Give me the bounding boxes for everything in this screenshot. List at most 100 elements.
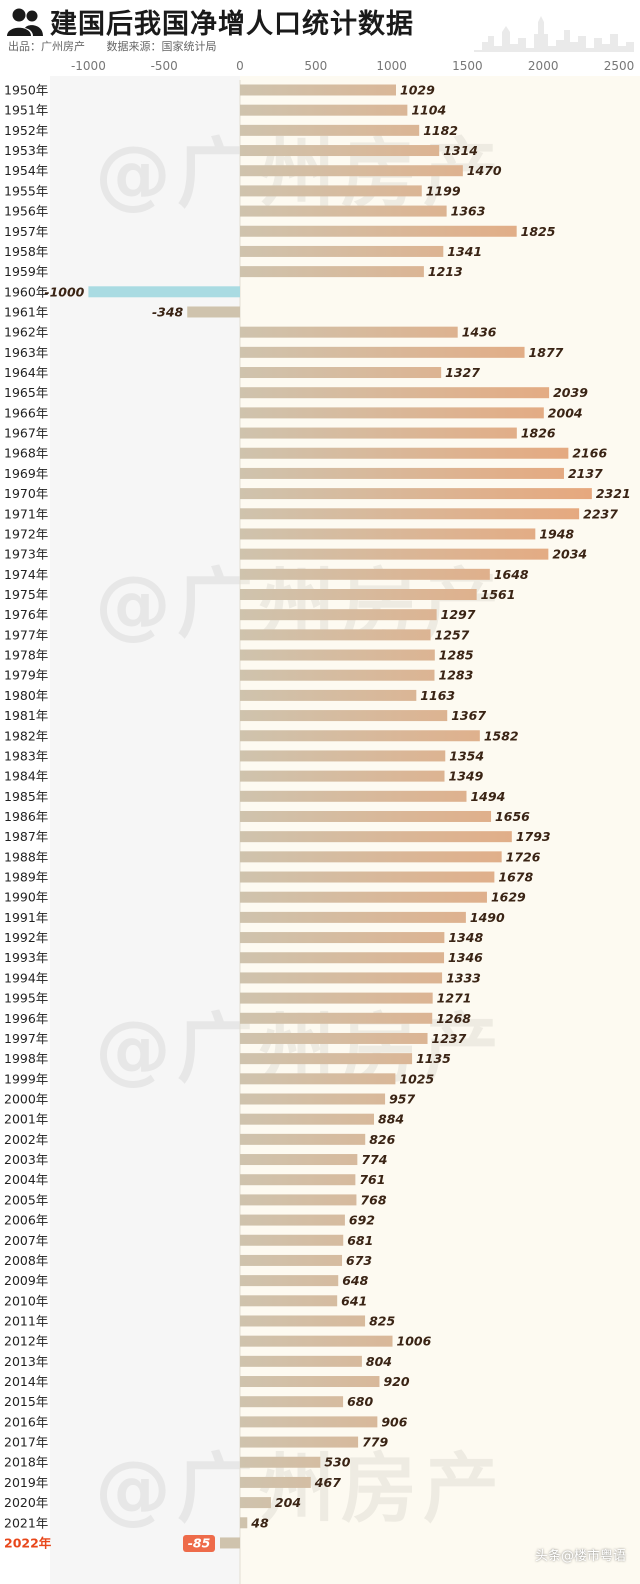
tick-label: -500: [151, 59, 178, 73]
tick-label: 1500: [452, 59, 483, 73]
bar: [240, 407, 544, 419]
value-label: 1257: [435, 627, 470, 642]
city-skyline-icon: [474, 16, 634, 52]
value-label: 648: [342, 1273, 368, 1288]
value-label: -1000: [44, 284, 84, 299]
value-label: 1314: [443, 143, 478, 158]
value-label: 804: [366, 1354, 392, 1369]
year-label: 2022年: [4, 1535, 52, 1550]
bar: [240, 851, 502, 863]
year-label: 2010年: [4, 1293, 48, 1308]
bar: [240, 387, 550, 399]
bar: [240, 145, 440, 157]
bar: [240, 1174, 356, 1186]
bar: [240, 467, 564, 479]
bar: [240, 992, 433, 1004]
year-label: 1972年: [4, 526, 48, 541]
year-label: 1996年: [4, 1011, 48, 1026]
bar: [240, 911, 466, 923]
value-label: 768: [360, 1192, 386, 1207]
bar: [240, 1154, 358, 1166]
year-label: 1998年: [4, 1051, 48, 1066]
value-label: 641: [341, 1293, 367, 1308]
value-label: -85: [188, 1535, 211, 1550]
value-label: 1561: [481, 587, 516, 602]
year-label: 1954年: [4, 163, 48, 178]
bar: [240, 1133, 366, 1145]
bar: [240, 871, 495, 883]
year-label: 1959年: [4, 264, 48, 279]
page-title: 建国后我国净增人口统计数据: [6, 2, 414, 41]
year-label: 1953年: [4, 143, 48, 158]
tick-label: 2500: [604, 59, 635, 73]
value-label: 1135: [416, 1051, 451, 1066]
year-label: 1974年: [4, 567, 48, 582]
value-label: 1199: [426, 183, 461, 198]
year-label: 1990年: [4, 890, 48, 905]
bar: [240, 568, 490, 580]
bar: [240, 447, 569, 459]
year-label: 1971年: [4, 506, 48, 521]
value-label: 1104: [411, 103, 446, 118]
bar: [240, 427, 517, 439]
year-label: 2014年: [4, 1374, 48, 1389]
bar: [240, 326, 458, 338]
value-label: 826: [369, 1132, 395, 1147]
year-label: 1985年: [4, 789, 48, 804]
bar: [240, 1376, 380, 1388]
year-label: 1992年: [4, 930, 48, 945]
year-label: 1979年: [4, 668, 48, 683]
year-label: 1999年: [4, 1071, 48, 1086]
bar: [240, 1335, 393, 1347]
value-label: 1268: [436, 1011, 471, 1026]
bar: [240, 710, 448, 722]
value-label: 1367: [451, 708, 486, 723]
bar: [240, 932, 445, 944]
year-label: 1975年: [4, 587, 48, 602]
bar: [240, 1093, 386, 1105]
year-label: 1989年: [4, 870, 48, 885]
value-label: 957: [389, 1092, 415, 1107]
bar: [240, 1032, 428, 1044]
value-label: 692: [349, 1213, 375, 1228]
bar: [240, 1073, 396, 1085]
bar: [240, 528, 536, 540]
value-label: 680: [347, 1394, 373, 1409]
value-label: 1348: [448, 930, 483, 945]
year-label: 2008年: [4, 1253, 48, 1268]
value-label: 920: [383, 1374, 409, 1389]
year-label: 2000年: [4, 1092, 48, 1107]
bar: [240, 508, 580, 520]
year-label: 1969年: [4, 466, 48, 481]
year-label: 1950年: [4, 83, 48, 98]
year-label: 1973年: [4, 547, 48, 562]
bar: [240, 1315, 366, 1327]
value-label: 1271: [437, 991, 472, 1006]
year-label: 1978年: [4, 648, 48, 663]
year-label: 1966年: [4, 405, 48, 420]
year-label: 1994年: [4, 970, 48, 985]
bar: [240, 609, 437, 621]
value-label: 467: [314, 1475, 341, 1490]
year-label: 2011年: [4, 1313, 48, 1328]
value-label: 1163: [420, 688, 455, 703]
year-label: 2004年: [4, 1172, 48, 1187]
year-label: 1957年: [4, 224, 48, 239]
bar: [240, 1396, 344, 1408]
year-label: 1997年: [4, 1031, 48, 1046]
value-label: 1297: [441, 607, 476, 622]
value-label: 1333: [446, 970, 481, 985]
year-label: 2012年: [4, 1334, 48, 1349]
value-label: 1029: [400, 83, 435, 98]
value-label: 1354: [449, 748, 484, 763]
year-label: 2021年: [4, 1515, 48, 1530]
bar: [240, 770, 445, 782]
bar: [240, 1295, 338, 1307]
negative-area-bg: [50, 76, 240, 1584]
bar: [240, 104, 408, 116]
bar: [240, 810, 492, 822]
bar: [240, 1497, 271, 1509]
bar: [240, 1456, 321, 1468]
year-label: 2018年: [4, 1455, 48, 1470]
